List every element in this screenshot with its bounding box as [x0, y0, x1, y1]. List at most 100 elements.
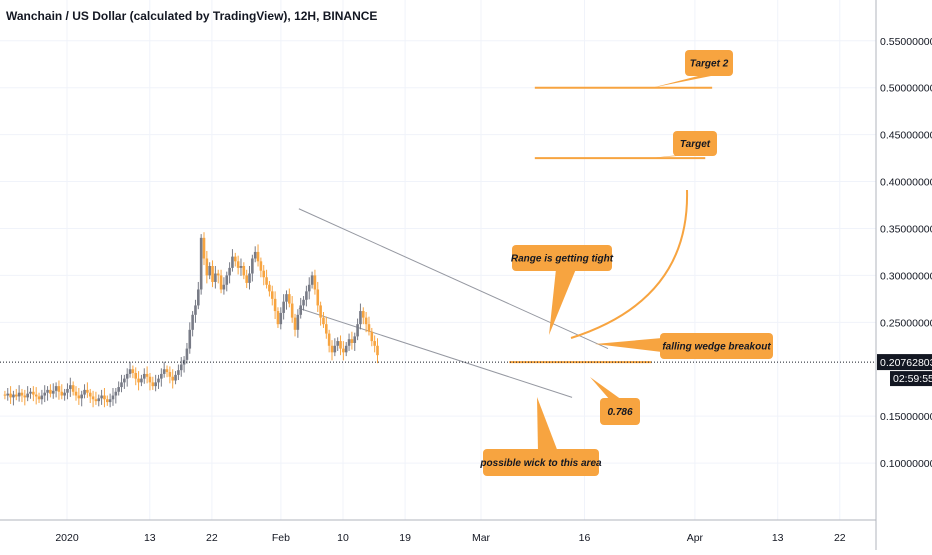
candle-body	[347, 339, 351, 346]
candle-body	[376, 345, 379, 356]
target2-pointer	[652, 75, 716, 88]
candle-body	[12, 394, 15, 398]
candle-body	[319, 305, 322, 318]
candle-body	[43, 392, 47, 396]
candle-body	[86, 389, 89, 393]
candle-body	[344, 345, 348, 353]
y-tick-label: 0.30000000	[880, 270, 932, 282]
candle-body	[185, 348, 189, 360]
candle-body	[128, 369, 132, 374]
candle-body	[336, 341, 339, 346]
candle-body	[299, 305, 303, 315]
candle-body	[134, 372, 138, 379]
candle-body	[197, 289, 200, 306]
y-tick-label: 0.50000000	[880, 83, 932, 95]
candle-body	[273, 298, 277, 312]
x-tick-label: Feb	[272, 532, 290, 544]
wedge-upper-line	[298, 208, 609, 350]
wick-box	[483, 449, 599, 476]
candle-body	[137, 378, 140, 383]
x-tick-label: 22	[834, 532, 846, 544]
candle-body	[313, 275, 317, 290]
y-tick-label: 0.35000000	[880, 223, 932, 235]
current-price-tag	[877, 354, 932, 371]
x-tick-label: 2020	[55, 532, 79, 544]
candle-body	[208, 266, 211, 276]
candle-body	[177, 370, 180, 375]
candle-body	[74, 391, 78, 396]
candle-body	[182, 359, 186, 365]
candle-body	[6, 393, 10, 396]
candle-body	[296, 314, 300, 330]
candle-body	[350, 339, 354, 343]
candle-body	[364, 317, 368, 325]
candle-body	[154, 382, 157, 387]
candle-body	[282, 301, 285, 313]
range-label: Range is getting tight	[511, 254, 614, 265]
breakout-box	[660, 333, 773, 359]
x-tick-label: 16	[579, 532, 591, 544]
candle-body	[174, 374, 177, 381]
candle-body	[310, 275, 314, 285]
candle-body	[145, 373, 149, 377]
x-tick-label: 19	[399, 532, 411, 544]
x-tick-label: Mar	[472, 532, 491, 544]
candle-body	[117, 387, 120, 392]
candle-body	[188, 329, 192, 349]
candle-body	[148, 376, 152, 383]
candle-body	[216, 273, 220, 276]
candle-body	[54, 386, 58, 391]
candle-body	[179, 364, 183, 371]
candle-body	[307, 284, 311, 292]
candle-body	[168, 372, 172, 377]
wedge-lower-line	[298, 307, 573, 398]
candle-body	[49, 389, 52, 394]
candle-body	[225, 275, 229, 285]
candle-body	[333, 345, 337, 353]
candle-body	[322, 317, 325, 325]
candle-body	[88, 392, 92, 397]
candle-body	[37, 396, 41, 400]
candle-body	[14, 394, 18, 397]
fib-0786-label: 0.786	[607, 407, 632, 418]
candle-body	[342, 348, 345, 353]
candle-body	[359, 311, 362, 325]
candle-body	[285, 294, 288, 302]
candle-body	[253, 251, 257, 259]
countdown-value: 02:59:55	[893, 373, 932, 385]
candle-body	[293, 317, 297, 330]
breakout-projection-curve	[570, 189, 689, 339]
chart-title: Wanchain / US Dollar (calculated by Trad…	[6, 9, 377, 23]
candle-body	[97, 398, 101, 402]
range-pointer	[549, 269, 576, 335]
candle-body	[140, 378, 143, 383]
target-pointer	[650, 154, 702, 159]
candle-body	[94, 399, 98, 402]
candle-body	[171, 376, 175, 381]
candle-body	[26, 393, 29, 398]
candle-body	[367, 324, 371, 332]
y-tick-label: 0.55000000	[880, 36, 932, 48]
candle-body	[302, 299, 305, 306]
annotations: Target 2 Target Range is getting tight fall…	[479, 50, 773, 476]
fib-pointer	[590, 377, 622, 400]
candle-body	[157, 378, 160, 383]
candle-body	[165, 369, 169, 373]
candle-body	[83, 389, 86, 395]
target-box	[673, 131, 717, 156]
candle-body	[60, 391, 64, 396]
candle-body	[373, 341, 376, 346]
candle-body	[356, 324, 359, 337]
candle-body	[236, 261, 240, 268]
candle-body	[214, 273, 217, 282]
candle-body	[9, 393, 12, 398]
candle-body	[219, 275, 223, 290]
candle-body	[305, 291, 308, 300]
candle-body	[46, 389, 49, 393]
x-tick-label: 13	[144, 532, 156, 544]
fib-0786-box	[600, 398, 640, 425]
y-tick-label: 0.10000000	[880, 458, 932, 470]
x-tick-label: 22	[206, 532, 218, 544]
